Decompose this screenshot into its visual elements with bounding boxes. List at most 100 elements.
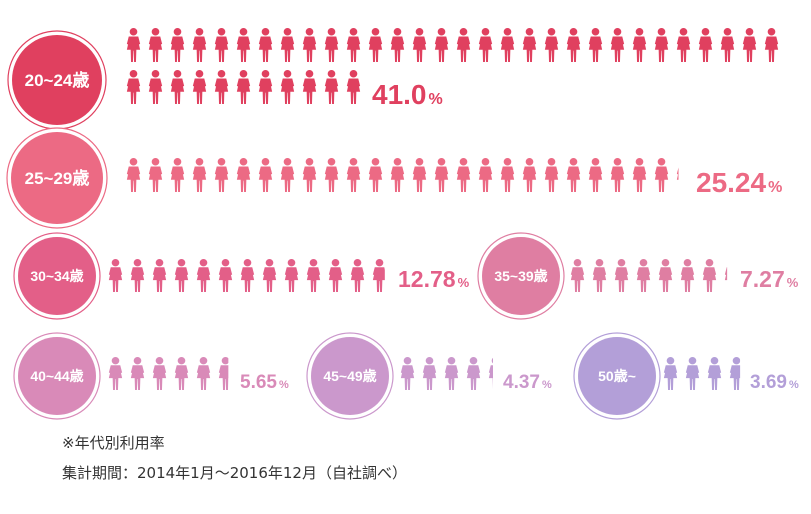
age-label: 20~24歳 <box>25 70 90 90</box>
person-icon <box>346 158 361 192</box>
person-icon <box>588 28 603 63</box>
person-icon <box>346 70 361 104</box>
person-icon <box>280 28 295 63</box>
person-icon <box>488 357 494 391</box>
person-icon <box>236 70 251 104</box>
percent-unit: % <box>458 275 470 290</box>
age-label: 50歳~ <box>598 368 636 384</box>
age-group-0: 20~24歳 41.0% <box>7 28 779 130</box>
percent-value: 7.27% <box>740 266 799 292</box>
person-icon <box>280 70 295 104</box>
age-badge <box>18 237 96 315</box>
person-icon <box>214 28 229 63</box>
person-icon <box>126 28 141 63</box>
percent-unit: % <box>789 379 799 391</box>
person-icon <box>346 28 361 63</box>
person-icon <box>148 158 163 192</box>
person-icon <box>412 158 427 192</box>
person-icon <box>390 28 405 63</box>
person-icon <box>610 158 625 192</box>
person-icon <box>258 28 273 63</box>
person-icon <box>170 158 185 192</box>
person-icon <box>422 357 437 390</box>
person-icon <box>522 28 537 63</box>
age-label: 45~49歳 <box>323 368 376 384</box>
age-badge <box>11 132 103 224</box>
person-icon <box>720 28 735 63</box>
person-icon <box>676 167 679 180</box>
person-icon <box>152 357 167 390</box>
person-icon <box>324 28 339 63</box>
age-label: 25~29歳 <box>25 168 90 188</box>
footnote-title: ※年代別利用率 <box>62 434 165 452</box>
person-icon <box>368 28 383 63</box>
person-icon <box>236 28 251 63</box>
person-icon <box>174 259 189 292</box>
person-icon <box>130 357 145 390</box>
person-icon <box>707 357 722 390</box>
age-group-2: 30~34歳 12.78% <box>13 232 470 320</box>
person-icon <box>174 357 189 390</box>
person-icon <box>632 158 647 192</box>
age-label: 40~44歳 <box>30 368 83 384</box>
person-icon <box>456 28 471 63</box>
person-icon <box>324 70 339 104</box>
person-icon <box>108 357 123 390</box>
person-icon <box>500 28 515 63</box>
person-icon <box>130 259 145 292</box>
age-group-3: 35~39歳 7.27% <box>477 232 799 320</box>
person-icon <box>444 357 459 390</box>
person-icon <box>610 28 625 63</box>
person-icon <box>148 28 163 63</box>
person-icon <box>522 158 537 192</box>
person-icon <box>434 158 449 192</box>
person-icon <box>544 28 559 63</box>
percent-value: 3.69% <box>750 372 799 393</box>
person-icon <box>764 28 779 63</box>
percent-value: 25.24% <box>696 167 782 198</box>
person-icon <box>588 158 603 192</box>
percent-unit: % <box>279 379 289 391</box>
person-icon <box>368 158 383 192</box>
person-icon <box>262 259 277 292</box>
person-icon <box>614 259 629 292</box>
footnote-period: 集計期間：2014年1月～2016年12月（自社調べ） <box>62 464 407 482</box>
person-icon <box>400 357 415 390</box>
person-icon <box>456 158 471 192</box>
person-icon <box>152 259 167 292</box>
person-icon <box>306 259 321 292</box>
age-badge <box>482 237 560 315</box>
person-icon <box>676 28 691 63</box>
person-icon <box>702 259 717 292</box>
person-icon <box>126 70 141 104</box>
person-icon <box>350 259 365 292</box>
percent-value: 4.37% <box>503 372 552 393</box>
percent-value: 41.0% <box>372 79 443 110</box>
person-icon <box>566 28 581 63</box>
person-icon <box>302 158 317 192</box>
percent-value: 12.78% <box>398 266 470 292</box>
person-icon <box>663 357 678 390</box>
person-icon <box>108 259 123 292</box>
age-badge <box>18 337 96 415</box>
person-icon <box>240 259 255 292</box>
person-icon <box>434 28 449 63</box>
person-icon <box>478 158 493 192</box>
person-icon <box>478 28 493 63</box>
person-icon <box>654 158 669 192</box>
person-icon <box>192 28 207 63</box>
percent-unit: % <box>542 379 552 391</box>
person-icon <box>632 28 647 63</box>
person-icon <box>328 259 343 292</box>
person-icon <box>570 259 585 292</box>
age-label: 35~39歳 <box>494 268 547 284</box>
person-icon <box>698 28 713 63</box>
person-icon <box>148 70 163 104</box>
person-icon <box>372 259 385 293</box>
person-icon <box>680 259 695 292</box>
percent-unit: % <box>787 275 799 290</box>
person-icon <box>742 28 757 63</box>
age-badge <box>578 337 656 415</box>
person-icon <box>658 259 673 292</box>
